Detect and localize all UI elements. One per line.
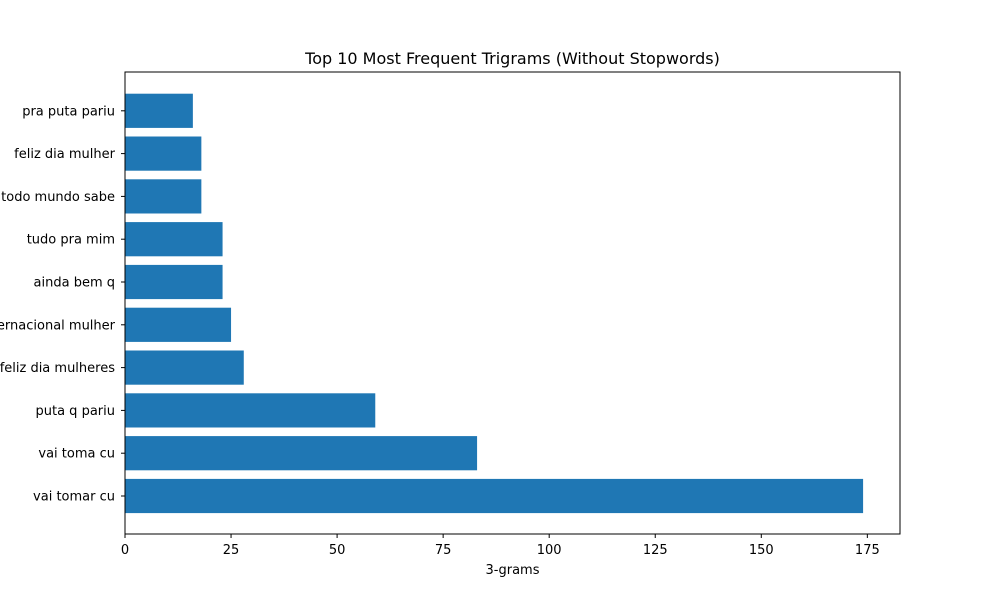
bar [125,179,202,214]
y-tick-label: vai tomar cu [33,490,115,505]
bar [125,393,376,428]
bar [125,222,223,257]
y-tick-label: internacional mulher [0,318,116,333]
bar [125,264,223,300]
y-tick-label: feliz dia mulher [14,147,115,162]
bar [125,350,244,385]
y-tick-label: vai toma cu [38,447,115,462]
x-tick-label: 75 [435,543,452,558]
x-tick-label: 100 [537,543,562,558]
y-tick-label: ainda bem q [34,276,115,291]
y-tick-labels: vai tomar cu vai toma cu puta q pariu feliz… [0,104,125,505]
y-tick-label: feliz dia mulheres [0,361,115,376]
y-tick-label: puta q pariu [36,404,116,419]
bar [125,478,864,514]
x-tick-label: 0 [121,543,129,558]
bar [125,307,232,342]
bar [125,436,478,471]
bar [125,136,202,171]
x-tick-label: 150 [749,543,774,558]
x-axis-label: 3-grams [486,563,540,578]
y-tick-label: todo mundo sabe [1,190,115,205]
x-tick-label: 50 [329,543,346,558]
bars-group [125,93,864,514]
x-tick-labels: 0 25 50 75 100 125 150 175 [121,534,880,558]
bar [125,93,193,128]
y-tick-label: pra puta pariu [22,104,115,119]
plot-frame [124,71,901,535]
x-tick-label: 175 [855,543,880,558]
x-tick-label: 25 [223,543,240,558]
y-tick-label: tudo pra mim [27,233,115,248]
x-tick-label: 125 [643,543,668,558]
chart-title: Top 10 Most Frequent Trigrams (Without S… [304,49,720,68]
